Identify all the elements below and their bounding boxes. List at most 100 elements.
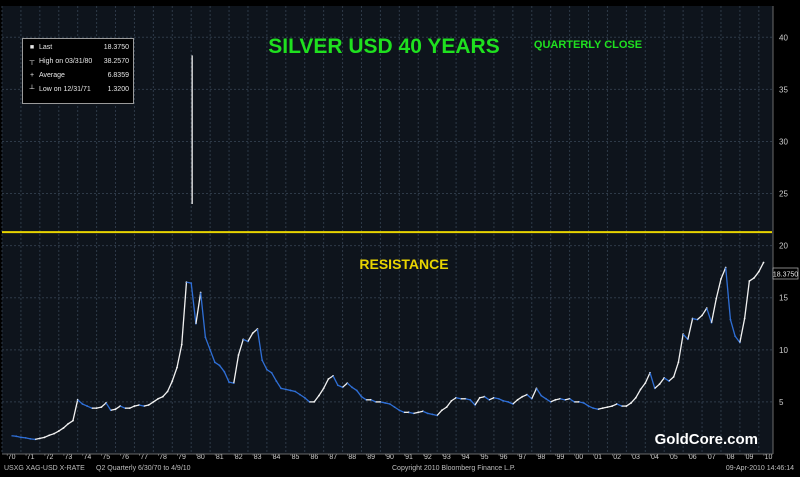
series-segment	[356, 390, 363, 398]
series-segment	[252, 328, 258, 334]
series-segment	[734, 335, 741, 343]
x-tick-label: '96	[498, 454, 507, 460]
x-tick-label: '72	[44, 454, 53, 460]
chart-subtitle: QUARTERLY CLOSE	[534, 39, 642, 51]
y-tick-label: 40	[779, 33, 788, 42]
series-segment	[436, 409, 443, 416]
series-segment	[753, 271, 760, 279]
series-segment	[294, 390, 301, 396]
series-segment	[569, 398, 575, 403]
average-marker-icon: +	[29, 72, 35, 79]
series-segment	[275, 380, 282, 389]
x-tick-label: '97	[517, 454, 526, 460]
y-axis: 5 10 15 20 25 30 35 40	[772, 6, 788, 454]
series-segment	[233, 354, 240, 384]
series-segment	[668, 376, 675, 382]
legend: ■ Last 18.3750 ┬ High on 03/31/80 38.2570 …	[22, 38, 134, 104]
series-segment	[644, 372, 651, 384]
series-segment	[446, 400, 452, 408]
x-tick-label: '86	[309, 454, 318, 460]
x-tick-label: '92	[423, 454, 432, 460]
series-segment	[247, 332, 254, 342]
series-segment	[474, 397, 481, 406]
x-tick-label: '78	[158, 454, 167, 460]
series-segment	[148, 401, 154, 406]
legend-row-low: ┴ Low on 12/31/71 1.3200	[27, 85, 131, 95]
x-tick-label: '00	[574, 454, 583, 460]
series-segment	[640, 382, 646, 390]
x-tick-label: '95	[479, 454, 488, 460]
x-tick-label: '85	[290, 454, 299, 460]
series-segment	[105, 402, 112, 411]
x-tick-label: '80	[196, 454, 205, 460]
series-segment	[725, 267, 732, 320]
series-segment	[313, 395, 320, 403]
series-segment	[153, 398, 159, 403]
legend-value: 18.3750	[103, 44, 129, 51]
x-tick-label: '93	[442, 454, 451, 460]
series-segment	[583, 402, 589, 407]
x-tick-label: '70	[6, 454, 15, 460]
series-segment	[361, 396, 367, 401]
series-segment	[720, 267, 727, 280]
series-segment	[535, 388, 542, 397]
series-segment	[739, 318, 746, 343]
x-axis: '70 '71 '72 '73 '74 '75 '76 '77 '78 '79 '80 '81 '82 '…	[2, 453, 773, 460]
footer-ticker: USXG XAG-USD X-RATE	[4, 465, 85, 472]
x-tick-label: '02	[612, 454, 621, 460]
x-tick-label: '03	[631, 454, 640, 460]
series-segment	[67, 420, 74, 425]
x-tick-label: '91	[404, 454, 413, 460]
high-marker-icon: ┬	[29, 58, 35, 65]
series-segment	[63, 423, 69, 429]
x-tick-label: '94	[461, 454, 470, 460]
series-segment	[100, 402, 107, 408]
legend-label: Average	[39, 72, 65, 79]
series-segment	[626, 402, 632, 407]
series-segment	[77, 399, 83, 405]
series-segment	[346, 382, 353, 388]
series-segment	[171, 367, 178, 382]
series-segment	[58, 427, 64, 432]
series-segment	[389, 403, 395, 408]
series-segment	[162, 391, 169, 398]
series-segment	[323, 378, 329, 389]
series-segment	[299, 394, 306, 399]
series-segment	[166, 380, 173, 392]
series-segment	[256, 328, 263, 361]
series-segment	[181, 282, 188, 345]
resistance-label: RESISTANCE	[359, 256, 448, 272]
legend-value: 6.8359	[107, 72, 129, 79]
legend-row-average: + Average 6.8359	[27, 71, 131, 81]
series-segment	[687, 318, 694, 340]
legend-label: Low on 12/31/71	[39, 86, 91, 93]
series-segment	[545, 398, 552, 403]
y-tick-label: 25	[779, 190, 788, 199]
y-tick-label: 20	[779, 242, 788, 251]
x-tick-label: '90	[385, 454, 394, 460]
x-tick-label: '06	[688, 454, 697, 460]
series-segment	[271, 372, 277, 382]
series-segment	[517, 396, 523, 401]
series-segment	[658, 377, 665, 385]
series-segment	[706, 307, 713, 323]
series-segment	[649, 372, 656, 389]
x-tick-label: '10	[763, 454, 772, 460]
series-segment	[663, 377, 670, 382]
footer-copyright: Copyright 2010 Bloomberg Finance L.P.	[392, 465, 516, 472]
x-tick-label: '88	[347, 454, 356, 460]
x-tick-label: '74	[82, 454, 91, 460]
series-segment	[328, 375, 334, 380]
x-tick-label: '83	[252, 454, 261, 460]
x-tick-label: '04	[650, 454, 659, 460]
series-segment	[710, 298, 717, 323]
x-tick-label: '98	[536, 454, 545, 460]
x-tick-label: '89	[366, 454, 375, 460]
series-segment	[318, 388, 325, 397]
x-tick-label: '73	[63, 454, 72, 460]
x-tick-label: '75	[101, 454, 110, 460]
series-segment	[261, 359, 268, 370]
footer-timestamp: 09-Apr-2010 14:46:14	[725, 465, 794, 472]
low-marker-icon: ┴	[29, 86, 35, 93]
